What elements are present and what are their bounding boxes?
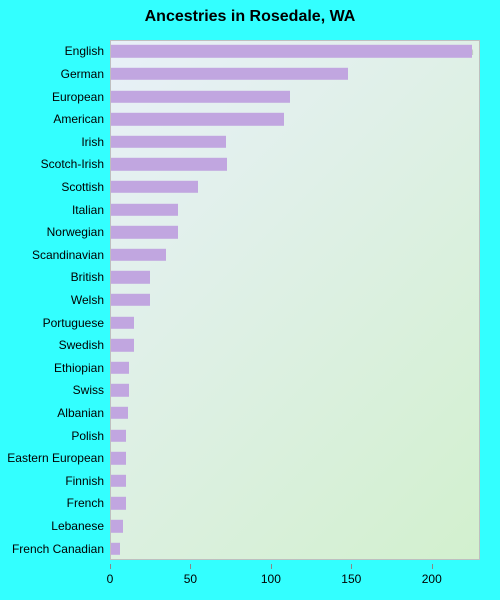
- bar: [110, 497, 126, 509]
- y-category-label: Finnish: [65, 474, 110, 488]
- bar: [110, 203, 178, 215]
- bars-container: EnglishGermanEuropeanAmericanIrishScotch…: [110, 40, 480, 560]
- bar: [110, 520, 123, 532]
- y-category-label: Irish: [81, 135, 110, 149]
- y-category-label: Portuguese: [43, 316, 110, 330]
- bar: [110, 90, 290, 102]
- x-tick-mark: [351, 564, 352, 569]
- bar: [110, 339, 134, 351]
- bar: [110, 429, 126, 441]
- bar: [110, 294, 150, 306]
- y-category-label: Scottish: [61, 180, 110, 194]
- y-category-label: French Canadian: [12, 542, 110, 556]
- bar: [110, 68, 348, 80]
- bar: [110, 316, 134, 328]
- x-tick-label: 200: [422, 572, 442, 586]
- y-category-label: Polish: [71, 429, 110, 443]
- y-category-label: Scotch-Irish: [41, 157, 110, 171]
- bar: [110, 249, 166, 261]
- y-category-label: French: [67, 496, 110, 510]
- y-category-label: German: [61, 67, 110, 81]
- y-category-label: European: [52, 90, 110, 104]
- bar: [110, 181, 198, 193]
- x-tick-mark: [432, 564, 433, 569]
- bar: [110, 452, 126, 464]
- bar: [110, 158, 227, 170]
- x-tick-label: 0: [107, 572, 114, 586]
- x-tick-label: 50: [184, 572, 197, 586]
- bar: [110, 45, 472, 57]
- x-tick-mark: [190, 564, 191, 569]
- chart-plot-area: City-Data.com EnglishGermanEuropeanAmeri…: [110, 40, 480, 560]
- y-category-label: American: [53, 112, 110, 126]
- bar: [110, 271, 150, 283]
- bar: [110, 475, 126, 487]
- y-category-label: Italian: [72, 203, 110, 217]
- x-tick-mark: [271, 564, 272, 569]
- bar: [110, 542, 120, 554]
- y-category-label: Ethiopian: [54, 361, 110, 375]
- x-tick-label: 100: [261, 572, 281, 586]
- x-tick-label: 150: [341, 572, 361, 586]
- y-category-label: Swiss: [73, 383, 110, 397]
- bar: [110, 362, 129, 374]
- y-category-label: Scandinavian: [32, 248, 110, 262]
- y-category-label: Eastern European: [7, 451, 110, 465]
- y-category-label: Lebanese: [51, 519, 110, 533]
- y-category-label: British: [71, 270, 110, 284]
- y-category-label: Welsh: [71, 293, 110, 307]
- chart-title: Ancestries in Rosedale, WA: [0, 8, 500, 26]
- y-category-label: Swedish: [59, 338, 110, 352]
- bar: [110, 407, 128, 419]
- y-category-label: Norwegian: [47, 225, 110, 239]
- bar: [110, 226, 178, 238]
- y-category-label: English: [65, 44, 110, 58]
- bar: [110, 136, 226, 148]
- bar: [110, 384, 129, 396]
- y-category-label: Albanian: [57, 406, 110, 420]
- x-tick-mark: [110, 564, 111, 569]
- bar: [110, 113, 284, 125]
